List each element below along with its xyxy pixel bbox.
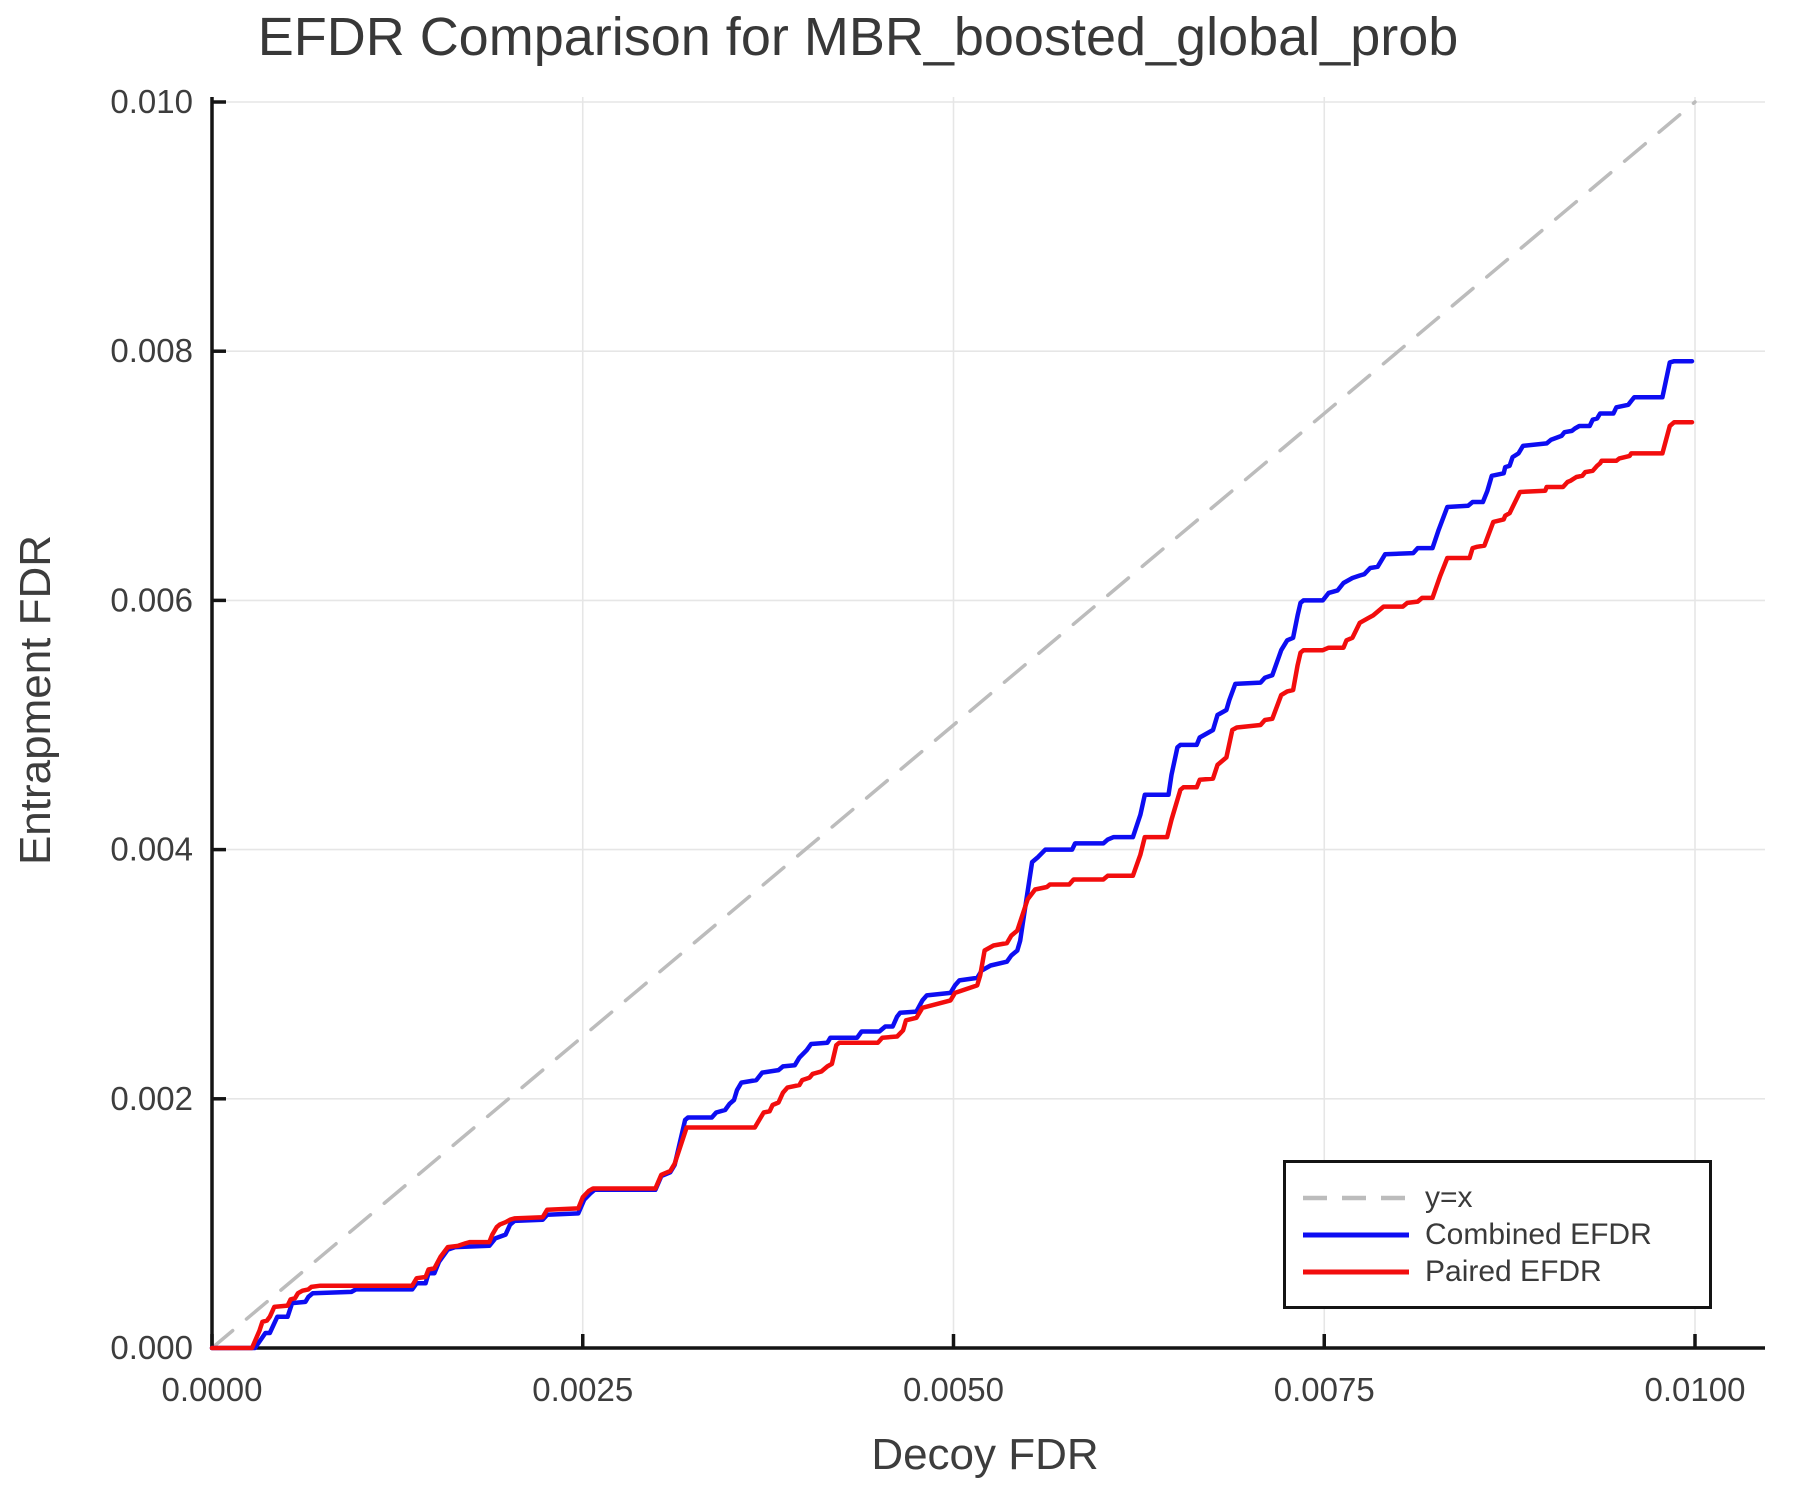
y-tick-label: 0.008: [110, 332, 193, 369]
legend: y=x Combined EFDR Paired EFDR: [1283, 1160, 1712, 1309]
x-axis-title: Decoy FDR: [871, 1430, 1099, 1479]
chart-title: EFDR Comparison for MBR_boosted_global_p…: [257, 7, 1459, 67]
legend-label-identity: y=x: [1425, 1180, 1473, 1214]
identity-line: [210, 100, 1697, 1350]
x-tick-label: 0.0025: [532, 1371, 633, 1408]
x-tick-label: 0.0050: [903, 1371, 1004, 1408]
legend-label-combined: Combined EFDR: [1425, 1217, 1652, 1251]
x-tick-label: 0.0075: [1274, 1371, 1375, 1408]
dashed-line-sample: [1303, 1195, 1409, 1200]
y-tick-label: 0.000: [110, 1329, 193, 1366]
y-tick-label: 0.010: [110, 83, 193, 120]
y-tick-label: 0.002: [110, 1080, 193, 1117]
legend-row-identity: y=x: [1301, 1179, 1709, 1216]
paired-efdr-line: [209, 419, 1695, 1351]
legend-row-combined: Combined EFDR: [1301, 1216, 1709, 1253]
x-tick-label: 0.0100: [1645, 1371, 1746, 1408]
legend-row-paired: Paired EFDR: [1301, 1253, 1709, 1290]
y-tick-label: 0.004: [110, 831, 193, 868]
y-axis-title: Entrapment FDR: [11, 534, 60, 866]
x-tick-label: 0.0000: [162, 1371, 263, 1408]
paired-line-sample: [1303, 1269, 1409, 1274]
legend-label-paired: Paired EFDR: [1425, 1254, 1602, 1288]
y-tick-label: 0.006: [110, 581, 193, 618]
combined-line-sample: [1303, 1232, 1409, 1237]
